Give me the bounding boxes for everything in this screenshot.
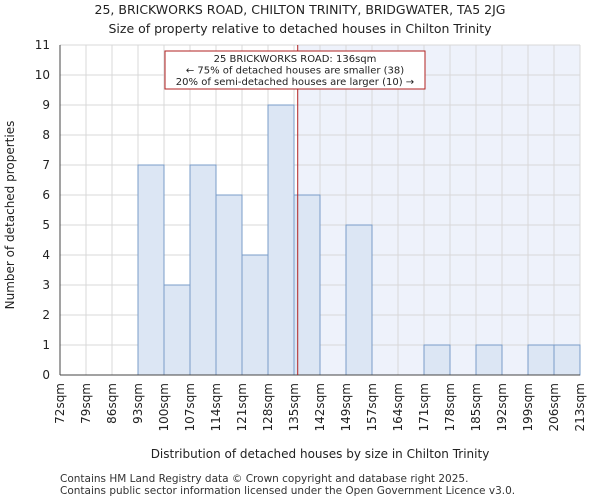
y-tick-label: 11 xyxy=(35,38,50,52)
x-tick-label: 192sqm xyxy=(495,383,509,431)
y-tick-label: 10 xyxy=(35,68,50,82)
y-tick-label: 8 xyxy=(42,128,50,142)
x-tick-label: 178sqm xyxy=(443,383,457,431)
bar-199sqm xyxy=(527,344,555,376)
bar-128sqm xyxy=(267,104,295,376)
bar-206sqm xyxy=(553,344,581,376)
x-tick-label: 86sqm xyxy=(105,383,119,424)
bar-100sqm xyxy=(163,284,191,376)
bar-114sqm xyxy=(215,194,243,376)
y-tick-label: 7 xyxy=(42,158,50,172)
x-tick-label: 185sqm xyxy=(469,383,483,431)
x-tick-label: 142sqm xyxy=(313,383,327,431)
x-tick-label: 199sqm xyxy=(521,383,535,431)
bar-135sqm xyxy=(293,194,321,376)
x-tick-label: 206sqm xyxy=(547,383,561,431)
x-tick-label: 128sqm xyxy=(261,383,275,431)
bar-107sqm xyxy=(189,164,217,376)
annotation-line-3: 20% of semi-detached houses are larger (… xyxy=(176,77,414,88)
x-tick-label: 164sqm xyxy=(391,383,405,431)
x-tick-label: 72sqm xyxy=(53,383,67,424)
x-tick-label: 93sqm xyxy=(131,383,145,424)
bar-185sqm xyxy=(475,344,503,376)
footer-licence: Contains public sector information licen… xyxy=(60,485,516,497)
histogram-chart: 0 1 2 3 4 5 6 7 8 9 10 11 72sqm 79sqm 86sqm 93sqm 100sq… xyxy=(3,38,587,461)
bar-121sqm xyxy=(241,254,269,376)
bar-93sqm xyxy=(137,164,165,376)
y-tick-label: 4 xyxy=(42,248,50,262)
annotation-line-2: ← 75% of detached houses are smaller (38… xyxy=(186,66,404,77)
x-tick-label: 213sqm xyxy=(573,383,587,431)
x-tick-label: 114sqm xyxy=(209,383,223,431)
chart-subtitle: Size of property relative to detached ho… xyxy=(108,21,492,36)
y-tick-label: 1 xyxy=(42,338,50,352)
x-tick-label: 79sqm xyxy=(79,383,93,424)
x-tick-label: 149sqm xyxy=(339,383,353,431)
y-tick-label: 3 xyxy=(42,278,50,292)
chart-title: 25, BRICKWORKS ROAD, CHILTON TRINITY, BR… xyxy=(94,2,506,17)
x-tick-label: 100sqm xyxy=(157,383,171,431)
bar-171sqm xyxy=(423,344,451,376)
y-tick-label: 6 xyxy=(42,188,50,202)
bar-149sqm xyxy=(345,224,373,376)
x-tick-label: 107sqm xyxy=(183,383,197,431)
annotation-line-1: 25 BRICKWORKS ROAD: 136sqm xyxy=(214,54,377,65)
x-tick-label: 135sqm xyxy=(287,383,301,431)
y-tick-label: 0 xyxy=(42,368,50,382)
y-tick-label: 2 xyxy=(42,308,50,322)
y-axis-label: Number of detached properties xyxy=(3,121,17,310)
y-tick-label: 5 xyxy=(42,218,50,232)
x-tick-label: 157sqm xyxy=(365,383,379,431)
annotation-box xyxy=(164,50,426,90)
y-tick-label: 9 xyxy=(42,98,50,112)
x-axis-label: Distribution of detached houses by size … xyxy=(151,447,490,461)
x-tick-label: 121sqm xyxy=(235,383,249,431)
x-tick-label: 171sqm xyxy=(417,383,431,431)
larger-than-property-region xyxy=(297,45,580,375)
footer-copyright: Contains HM Land Registry data © Crown c… xyxy=(60,473,469,485)
